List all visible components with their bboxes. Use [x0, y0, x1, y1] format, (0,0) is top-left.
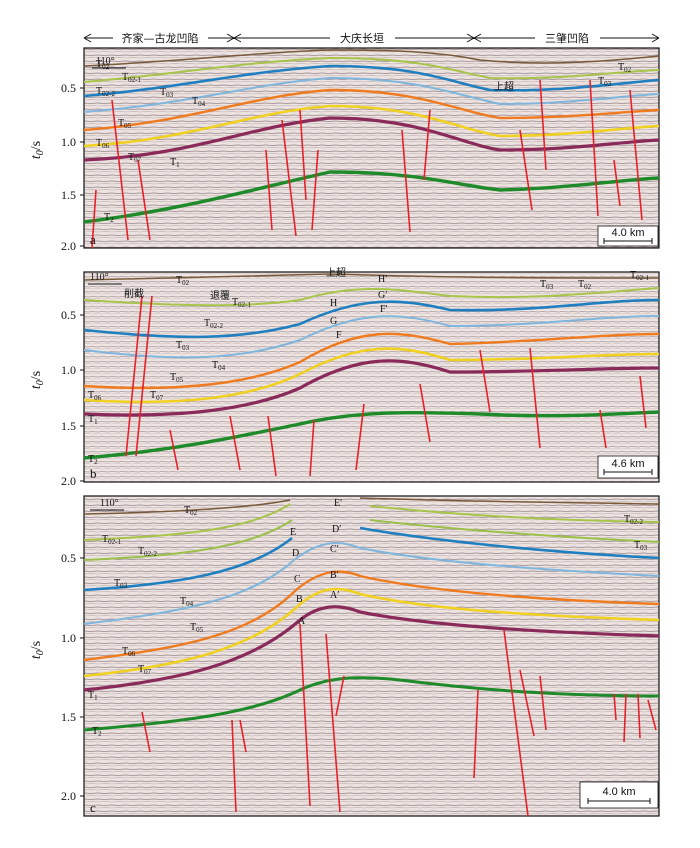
orientation-c: 110° — [90, 498, 124, 511]
y-axis-title-c: t0/s — [29, 641, 46, 659]
panel-a: T02 T02-1 T02-2 T03 T04 T05 T06 T07 T1 T… — [29, 47, 660, 253]
svg-text:1.5: 1.5 — [61, 710, 76, 724]
panel-c: T02 T02-1 T02-2 T03 T04 T05 T06 T07 T1 T… — [29, 495, 660, 817]
scale-bar-b: 4.6 km — [597, 455, 659, 479]
svg-text:2.0: 2.0 — [61, 474, 76, 488]
svg-text:上超: 上超 — [494, 80, 514, 93]
svg-text:G: G — [330, 316, 337, 327]
panel-tag-c: c — [90, 800, 96, 815]
svg-text:T2: T2 — [104, 212, 114, 224]
svg-text:T2: T2 — [88, 454, 98, 466]
svg-text:A′: A′ — [330, 590, 339, 601]
svg-text:上超: 上超 — [326, 266, 346, 279]
horizon-labels-c: T02 T02-1 T02-2 T03 T04 T05 T06 T07 T1 T… — [88, 498, 648, 738]
svg-text:退覆: 退覆 — [210, 290, 230, 302]
region-label-right: 三肇凹陷 — [545, 31, 589, 45]
svg-text:1.5: 1.5 — [61, 188, 76, 202]
panel-b: T02 削截 退覆 T02-1 T02-2 T03 T04 T05 T06 T0… — [29, 266, 660, 488]
faults-b — [125, 295, 647, 477]
svg-text:D: D — [292, 548, 299, 559]
y-ticks-c: 0.5 1.0 1.5 2.0 — [61, 551, 84, 803]
svg-text:4.0 km: 4.0 km — [602, 786, 635, 798]
svg-text:110°: 110° — [96, 56, 115, 67]
svg-text:E: E — [290, 527, 296, 538]
y-axis-title-a: t0/s — [29, 141, 46, 159]
svg-text:4.6 km: 4.6 km — [611, 458, 644, 470]
svg-text:C: C — [294, 574, 301, 585]
svg-text:1.0: 1.0 — [61, 631, 76, 645]
svg-text:F′: F′ — [380, 304, 388, 315]
orientation-a: 110° — [92, 56, 126, 69]
scale-bar-a: 4.0 km — [597, 225, 659, 247]
svg-text:1.5: 1.5 — [61, 419, 76, 433]
svg-text:E′: E′ — [334, 498, 342, 509]
svg-text:0.5: 0.5 — [61, 81, 76, 95]
y-ticks-a: 0.5 1.0 1.5 2.0 — [61, 81, 84, 253]
svg-text:A: A — [298, 616, 306, 627]
svg-text:2.0: 2.0 — [61, 239, 76, 253]
panel-tag-b: b — [90, 466, 97, 481]
region-header: 齐家—古龙凹陷 大庆长垣 三肇凹陷 — [83, 30, 660, 46]
svg-text:G′: G′ — [378, 290, 387, 301]
svg-text:2.0: 2.0 — [61, 789, 76, 803]
svg-text:110°: 110° — [90, 272, 109, 283]
svg-text:H′: H′ — [378, 274, 387, 285]
svg-text:T1: T1 — [88, 690, 98, 702]
faults-a — [91, 79, 643, 248]
region-label-left: 齐家—古龙凹陷 — [122, 31, 199, 45]
svg-text:F: F — [336, 330, 342, 341]
svg-text:T2: T2 — [92, 726, 102, 738]
orientation-b: 110° — [88, 272, 122, 285]
scale-bar-c: 4.0 km — [579, 781, 659, 809]
svg-text:110°: 110° — [100, 498, 119, 509]
svg-text:B: B — [296, 594, 303, 605]
y-ticks-b: 0.5 1.0 1.5 2.0 — [61, 308, 84, 488]
horizon-labels-a: T02 T02-1 T02-2 T03 T04 T05 T06 T07 T1 T… — [96, 59, 632, 224]
svg-text:D′: D′ — [332, 524, 341, 535]
region-label-middle: 大庆长垣 — [340, 31, 384, 45]
svg-text:0.5: 0.5 — [61, 551, 76, 565]
svg-text:T1: T1 — [170, 157, 180, 169]
svg-text:H: H — [330, 298, 337, 309]
svg-text:削截: 削截 — [124, 287, 144, 300]
panel-tag-a: a — [90, 232, 96, 247]
svg-text:T1: T1 — [88, 414, 98, 426]
faults-c — [141, 623, 657, 816]
y-axis-title-b: t0/s — [29, 371, 46, 389]
svg-text:1.0: 1.0 — [61, 135, 76, 149]
svg-text:4.0 km: 4.0 km — [611, 227, 644, 239]
svg-text:0.5: 0.5 — [61, 308, 76, 322]
svg-text:B′: B′ — [330, 570, 339, 581]
svg-text:C′: C′ — [330, 544, 339, 555]
svg-text:1.0: 1.0 — [61, 363, 76, 377]
